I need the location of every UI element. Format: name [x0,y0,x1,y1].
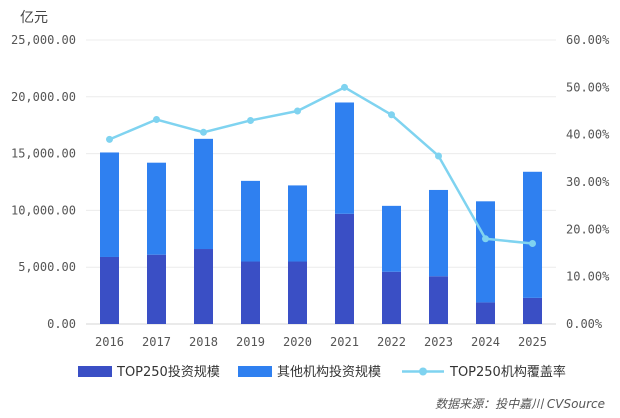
coverage-point [200,128,207,136]
x-tick-label: 2023 [424,335,453,349]
bar-others [288,185,307,262]
bar-top250 [523,297,542,324]
x-tick-label: 2021 [330,335,359,349]
left-axis-unit: 亿元 [20,10,48,26]
bar-top250 [288,261,307,324]
bar-others [147,162,166,255]
x-tick-label: 2022 [377,335,406,349]
legend: TOP250投资规模 其他机构投资规模 TOP250机构覆盖率 [78,364,566,380]
legend-label-others: 其他机构投资规模 [277,364,381,380]
coverage-line-path [109,86,533,245]
coverage-point [435,152,442,160]
source-note: 数据来源：投中嘉川 CVSource [435,397,605,411]
bar-others [476,201,495,303]
x-tick-label: 2017 [142,335,171,349]
right-tick-label: 50.00% [566,80,610,94]
right-tick-label: 20.00% [566,222,610,236]
right-axis-ticks: 0.00% 10.00% 20.00% 30.00% 40.00% 50.00% 60.00… [566,33,610,331]
x-axis-ticks: 2016 2017 2018 2019 2020 2021 2022 2023 2024 2025 [95,335,547,349]
bar-others [194,138,213,250]
x-tick-label: 2019 [236,335,265,349]
right-tick-label: 30.00% [566,175,610,189]
left-tick-label: 10,000.00 [11,203,76,217]
right-tick-label: 10.00% [566,270,610,284]
bar-top250 [241,261,260,324]
legend-swatch-coverage-marker [419,367,427,376]
left-tick-label: 15,000.00 [11,147,76,161]
bars [100,102,542,324]
left-axis-ticks: 0.00 5,000.00 10,000.00 15,000.00 20,000.00 2… [11,33,76,331]
legend-swatch-others [238,366,272,377]
coverage-line [106,83,536,248]
bar-others [335,102,354,214]
coverage-point [341,83,348,91]
bar-others [241,180,260,262]
coverage-point [106,135,113,143]
bar-top250 [335,213,354,324]
coverage-point [529,240,536,248]
bar-others [429,189,448,277]
coverage-point [247,116,254,124]
legend-label-top250: TOP250投资规模 [116,364,220,380]
legend-label-coverage: TOP250机构覆盖率 [449,364,566,380]
x-tick-label: 2025 [518,335,547,349]
left-tick-label: 25,000.00 [11,33,76,47]
left-tick-label: 20,000.00 [11,90,76,104]
bar-others [100,152,119,257]
coverage-point [294,107,301,115]
right-tick-label: 40.00% [566,128,610,142]
coverage-point [482,235,489,243]
coverage-point [153,116,160,124]
left-tick-label: 5,000.00 [18,260,76,274]
x-tick-label: 2024 [471,335,500,349]
bar-top250 [194,249,213,324]
x-tick-label: 2016 [95,335,124,349]
x-tick-label: 2018 [189,335,218,349]
bar-top250 [382,271,401,324]
bar-top250 [476,302,495,324]
x-tick-label: 2020 [283,335,312,349]
bar-others [382,205,401,272]
legend-swatch-top250 [78,366,112,377]
right-tick-label: 0.00% [566,317,603,331]
bar-others [523,171,542,298]
left-tick-label: 0.00 [47,317,76,331]
bar-top250 [429,276,448,324]
coverage-point [388,111,395,119]
bar-top250 [100,256,119,324]
bar-top250 [147,254,166,324]
right-tick-label: 60.00% [566,33,610,47]
